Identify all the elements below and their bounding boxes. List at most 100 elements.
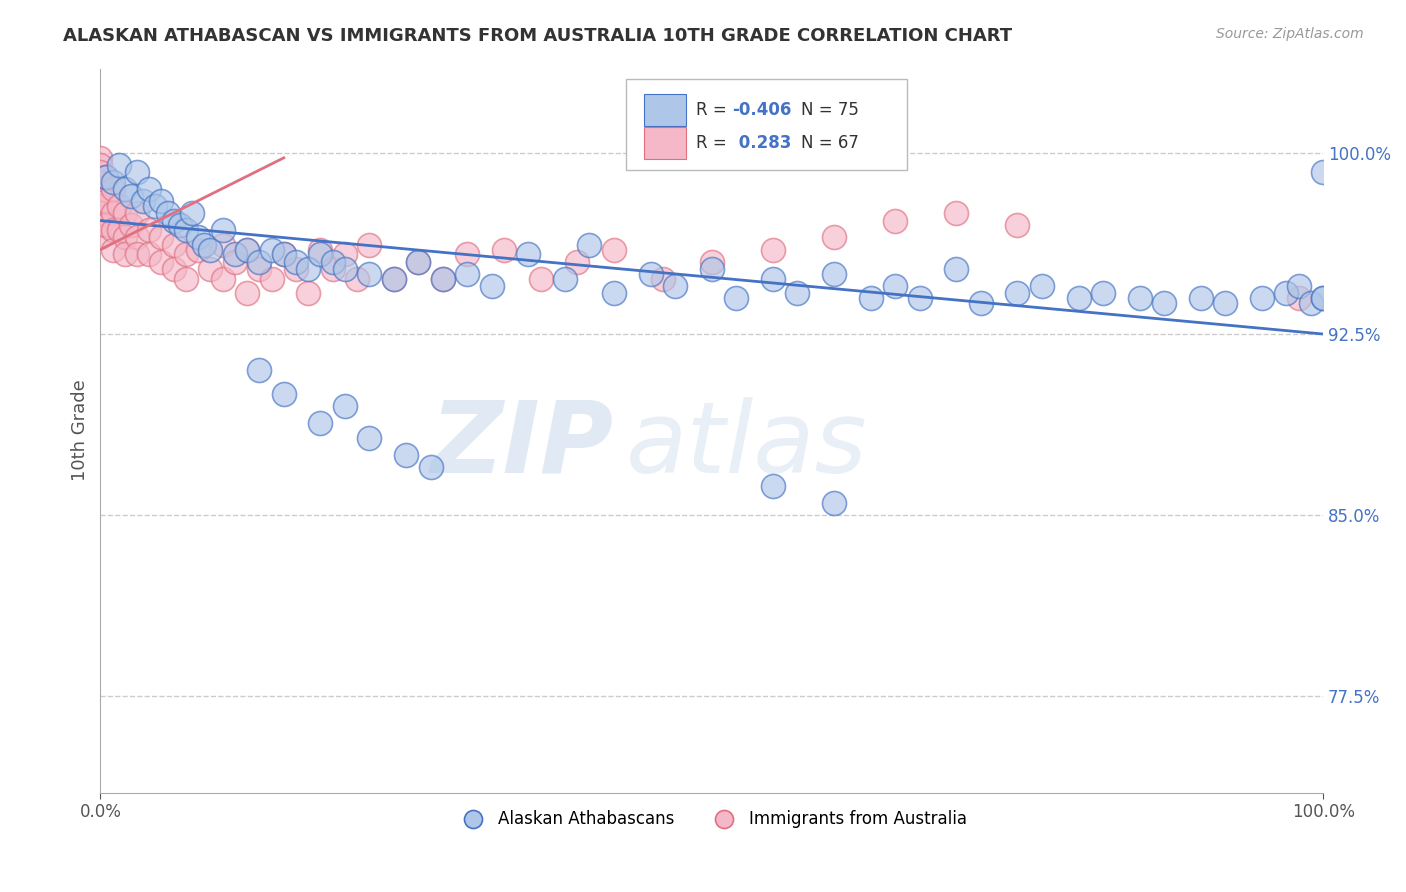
Point [236,243,259,257]
Point [481,278,503,293]
Point [309,247,332,261]
Point [309,417,332,431]
Text: -0.406: -0.406 [733,101,792,119]
Point [945,261,967,276]
Point [970,295,993,310]
Point [1288,291,1310,305]
Point [333,247,356,261]
Point [247,363,270,377]
Point [120,219,142,233]
Point [114,182,136,196]
Point [163,213,186,227]
Point [859,291,882,305]
Point [96,170,118,185]
Point [132,194,155,209]
Point [273,387,295,401]
Point [260,243,283,257]
Point [1275,285,1298,300]
Point [285,261,308,276]
Point [908,291,931,305]
Point [89,219,111,233]
Point [89,206,111,220]
Point [359,431,381,445]
Point [145,199,167,213]
Point [101,182,124,196]
Point [174,271,197,285]
Point [382,271,405,285]
Point [884,213,907,227]
Point [224,254,246,268]
Point [114,230,136,244]
Point [664,278,686,293]
Point [114,247,136,261]
Point [359,237,381,252]
Point [150,230,173,244]
Point [322,261,344,276]
Point [297,285,319,300]
FancyBboxPatch shape [644,94,686,126]
Point [529,271,551,285]
Point [89,182,111,196]
Point [224,247,246,261]
Point [786,285,808,300]
Point [884,278,907,293]
Point [567,254,589,268]
Point [200,243,222,257]
Text: 0.283: 0.283 [733,134,792,152]
FancyBboxPatch shape [626,79,907,169]
Point [174,247,197,261]
Point [150,194,173,209]
Point [89,151,111,165]
Legend: Alaskan Athabascans, Immigrants from Australia: Alaskan Athabascans, Immigrants from Aus… [450,804,974,835]
Text: ALASKAN ATHABASCAN VS IMMIGRANTS FROM AUSTRALIA 10TH GRADE CORRELATION CHART: ALASKAN ATHABASCAN VS IMMIGRANTS FROM AU… [63,27,1012,45]
Point [578,237,600,252]
Y-axis label: 10th Grade: 10th Grade [72,380,89,482]
Point [285,254,308,268]
Point [101,243,124,257]
Point [211,237,233,252]
Point [762,243,785,257]
Point [273,247,295,261]
FancyBboxPatch shape [644,127,686,159]
Point [89,189,111,203]
Point [163,261,186,276]
Point [322,254,344,268]
Point [174,223,197,237]
Point [651,271,673,285]
Point [456,267,478,281]
Point [346,271,368,285]
Point [333,400,356,414]
Point [89,165,111,179]
Point [181,206,204,220]
Point [1007,219,1029,233]
Point [603,243,626,257]
Point [114,206,136,220]
Point [700,261,723,276]
Point [1251,291,1274,305]
Text: N = 67: N = 67 [801,134,859,152]
Point [640,267,662,281]
Point [1312,291,1334,305]
Point [419,459,441,474]
Point [432,271,454,285]
Point [762,271,785,285]
Point [554,271,576,285]
Point [432,271,454,285]
Point [273,247,295,261]
Point [1299,295,1322,310]
Point [101,223,124,237]
Point [125,230,148,244]
Point [101,206,124,220]
Point [456,247,478,261]
Point [823,230,845,244]
Point [125,206,148,220]
Point [1189,291,1212,305]
Point [200,261,222,276]
Point [163,237,186,252]
Point [1067,291,1090,305]
Point [1092,285,1115,300]
Text: R =: R = [696,101,733,119]
Point [1312,291,1334,305]
Point [96,219,118,233]
Point [1312,165,1334,179]
